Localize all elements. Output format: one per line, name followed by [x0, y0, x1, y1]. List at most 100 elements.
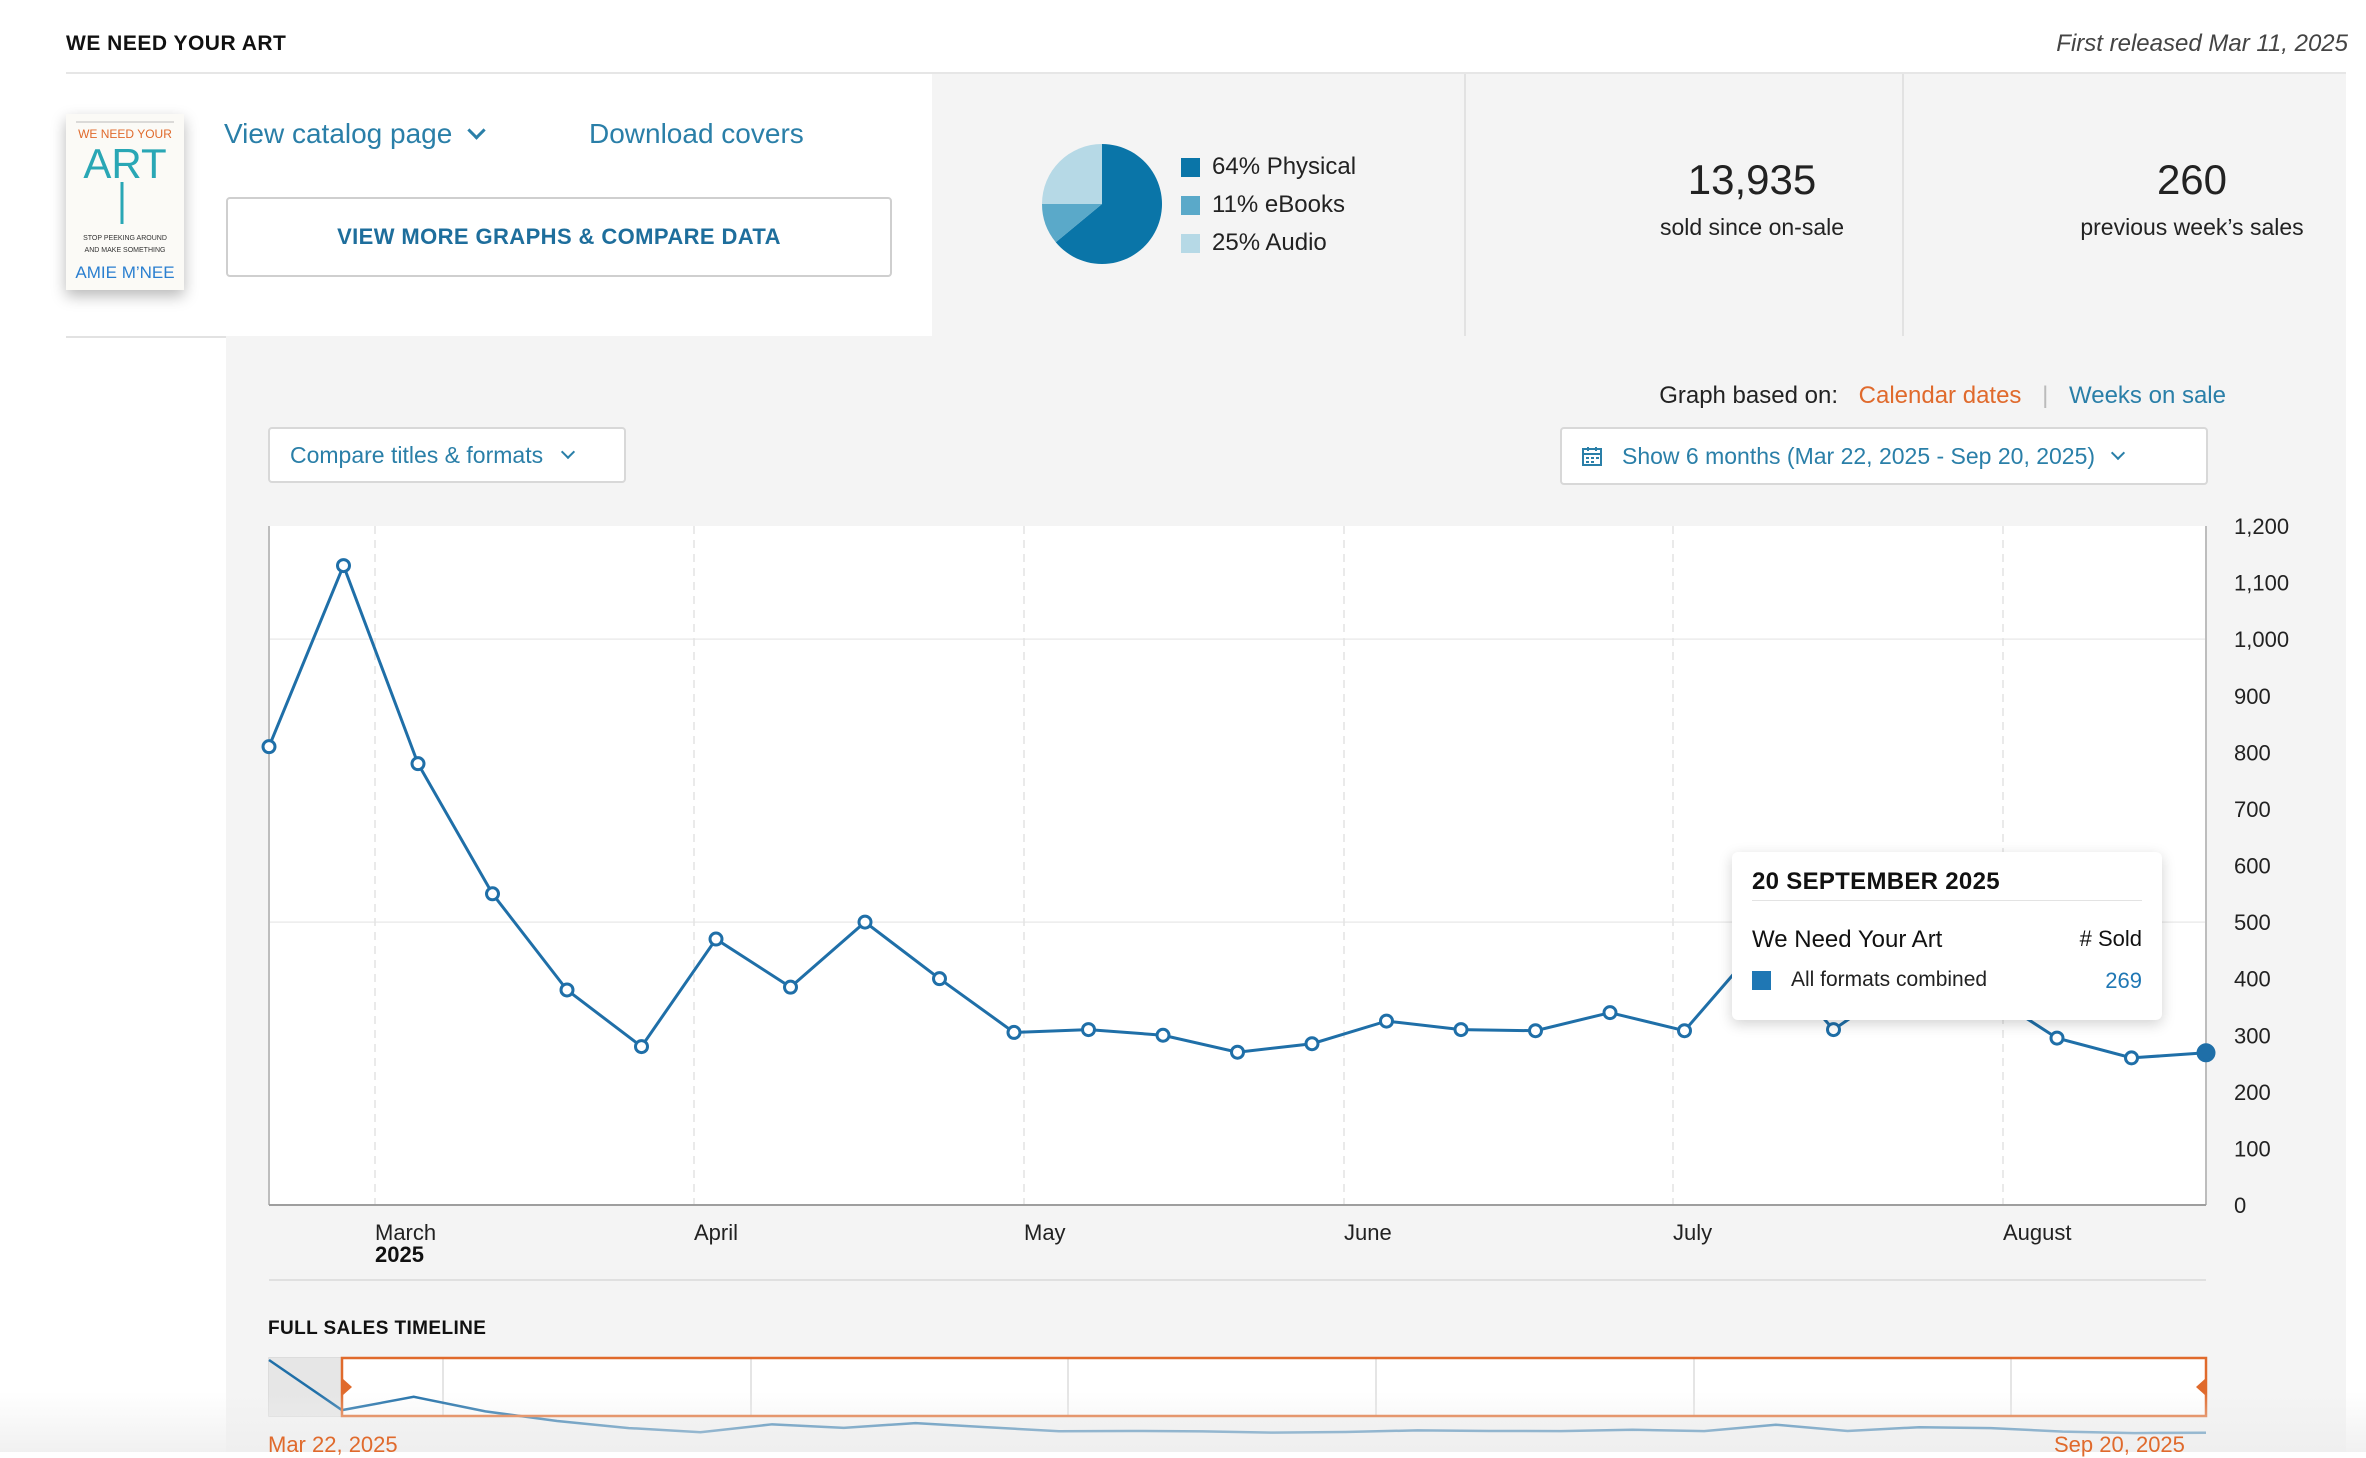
data-point	[1528, 1023, 1543, 1039]
legend-swatch	[1181, 157, 1200, 177]
y-tick-label: 900	[2234, 684, 2271, 709]
graph-basis-label: Graph based on:	[1659, 382, 1838, 409]
x-year-label: 2025	[375, 1242, 424, 1267]
y-tick-label: 1,200	[2234, 514, 2289, 539]
y-tick-label: 0	[2234, 1193, 2246, 1218]
data-point	[932, 971, 947, 987]
prev-week-label: previous week’s sales	[2080, 214, 2304, 240]
x-month-label: August	[2003, 1220, 2072, 1245]
data-point	[1230, 1044, 1245, 1060]
date-range-dropdown[interactable]: Show 6 months (Mar 22, 2025 - Sep 20, 20…	[1560, 427, 2208, 485]
legend-label: 25% Audio	[1212, 229, 1327, 256]
view-more-graphs-button[interactable]: VIEW MORE GRAPHS & COMPARE DATA	[226, 197, 892, 277]
timeline-end-date: Sep 20, 2025	[2054, 1432, 2185, 1457]
tooltip-row: All formats combined	[1752, 968, 1987, 992]
basis-separator: |	[2042, 382, 2049, 409]
data-point	[336, 558, 351, 574]
book-cover[interactable]: WE NEED YOUR ART STOP PEEKING AROUND AND…	[66, 114, 184, 290]
stats-panel: 64% Physical 11% eBooks 25% Audio 13,935…	[932, 74, 2346, 336]
timeline-handle-left	[342, 1378, 352, 1396]
x-month-label: June	[1344, 1220, 1392, 1245]
data-point	[1677, 1023, 1692, 1039]
x-month-label: March	[375, 1220, 436, 1245]
timeline-handle-right	[2196, 1378, 2206, 1396]
data-point	[634, 1039, 649, 1055]
legend-label: 11% eBooks	[1212, 191, 1345, 218]
format-pie-svg	[1042, 144, 1162, 264]
data-point	[1006, 1024, 1022, 1040]
y-tick-label: 500	[2234, 910, 2271, 935]
format-pie-chart	[1040, 142, 1164, 271]
x-month-label: April	[694, 1220, 738, 1245]
data-point	[1155, 1027, 1171, 1043]
pie-slice	[1042, 204, 1102, 243]
x-month-label: July	[1673, 1220, 1712, 1245]
release-date: First released Mar 11, 2025	[2056, 30, 2348, 57]
data-point	[559, 982, 575, 998]
data-point	[261, 739, 277, 755]
data-point	[410, 756, 426, 772]
x-month-label: May	[1024, 1220, 1066, 1245]
graph-basis-toggle: Graph based on: Calendar dates | Weeks o…	[1659, 382, 2226, 410]
basis-weeks-option[interactable]: Weeks on sale	[2069, 382, 2226, 409]
data-point	[2124, 1050, 2139, 1066]
header-divider	[66, 72, 2346, 74]
data-point	[1453, 1022, 1469, 1038]
pie-slice	[1055, 144, 1162, 264]
y-tick-label: 700	[2234, 797, 2271, 822]
data-point	[1602, 1005, 1618, 1021]
title-actions-panel: WE NEED YOUR ART STOP PEEKING AROUND AND…	[66, 74, 932, 336]
compare-titles-label: Compare titles & formats	[290, 441, 544, 468]
y-tick-label: 600	[2234, 854, 2271, 879]
timeline-start-date: Mar 22, 2025	[268, 1432, 398, 1457]
legend-ebooks: 11% eBooks	[1181, 186, 1356, 224]
data-point	[857, 914, 873, 930]
y-tick-label: 200	[2234, 1080, 2271, 1105]
data-point	[2049, 1030, 2065, 1046]
y-tick-label: 300	[2234, 1023, 2271, 1048]
tooltip-date: 20 SEPTEMBER 2025	[1752, 868, 2000, 895]
sold-since-value: 13,935	[1687, 156, 1817, 203]
sold-since-label: sold since on-sale	[1659, 214, 1845, 240]
book-cover-art: WE NEED YOUR ART STOP PEEKING AROUND AND…	[66, 114, 184, 290]
cover-subtitle-1: STOP PEEKING AROUND	[83, 235, 167, 242]
cover-subtitle-2: AND MAKE SOMETHING	[85, 247, 166, 254]
tooltip-title: We Need Your Art	[1752, 926, 1943, 953]
tooltip-row-value: 269	[2105, 968, 2142, 993]
data-point	[783, 979, 798, 995]
download-covers-link[interactable]: Download covers	[589, 118, 804, 149]
stats-divider	[1464, 74, 1466, 336]
data-point	[485, 886, 500, 902]
tooltip-row-label: All formats combined	[1791, 968, 1988, 991]
cover-author: AMIE M’NEE	[75, 263, 174, 282]
calendar-icon	[1582, 447, 1602, 466]
format-legend: 64% Physical 11% eBooks 25% Audio	[1181, 148, 1356, 262]
basis-calendar-option[interactable]: Calendar dates	[1858, 382, 2022, 409]
y-tick-label: 800	[2234, 740, 2271, 765]
tooltip-swatch	[1752, 970, 1771, 990]
prev-week-value: 260	[2156, 156, 2228, 203]
pie-slice	[1042, 144, 1102, 204]
y-tick-label: 1,000	[2234, 627, 2289, 652]
bottom-fade	[0, 1392, 2366, 1452]
page-title: WE NEED YOUR ART	[66, 32, 287, 55]
data-point	[2196, 1043, 2216, 1063]
legend-swatch	[1181, 195, 1200, 215]
compare-titles-dropdown[interactable]: Compare titles & formats	[268, 427, 626, 483]
y-tick-label: 400	[2234, 967, 2271, 992]
date-range-label: Show 6 months (Mar 22, 2025 - Sep 20, 20…	[1622, 442, 2096, 469]
stats-divider	[1902, 74, 1904, 336]
data-point	[1081, 1022, 1096, 1038]
data-point	[1379, 1013, 1394, 1029]
view-catalog-label: View catalog page	[224, 118, 453, 149]
y-tick-label: 1,100	[2234, 571, 2289, 596]
cover-title-top: WE NEED YOUR	[78, 127, 172, 141]
view-catalog-link[interactable]: View catalog page	[224, 118, 487, 150]
legend-swatch	[1181, 233, 1200, 253]
data-point	[1826, 1022, 1841, 1038]
y-tick-label: 100	[2234, 1136, 2271, 1161]
data-point	[1304, 1036, 1320, 1052]
tooltip-divider	[1752, 900, 2142, 901]
tooltip-column-header: # Sold	[2079, 926, 2142, 951]
